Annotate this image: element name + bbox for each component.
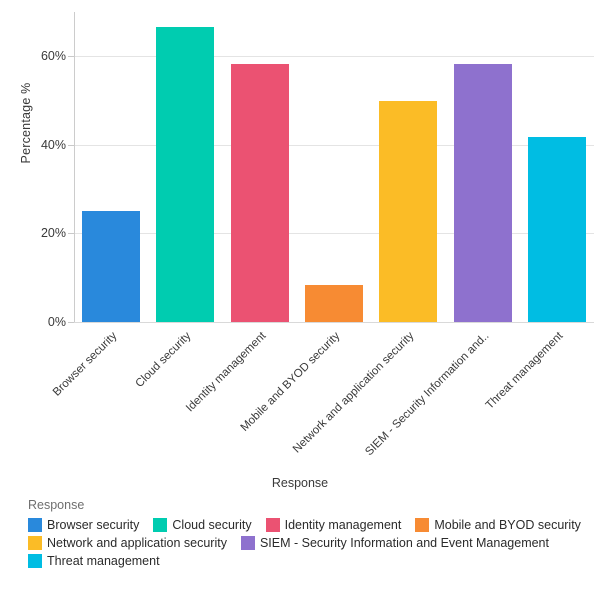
legend-item[interactable]: Browser security [28,518,139,532]
gridline [68,233,594,235]
bar-series [74,0,594,322]
bar-slot [445,0,519,322]
legend-swatch [28,518,42,532]
legend-label: Threat management [47,554,160,568]
bar[interactable] [156,26,215,322]
legend-label: Browser security [47,518,140,532]
gridlines [68,0,594,490]
bar[interactable] [527,137,586,322]
plot-area: Percentage % 0% 20% 40% 60% Browser securit… [19,0,594,490]
x-axis-tick-labels: Browser security Cloud security Identity m… [51,322,594,482]
legend-row: Browser security Cloud security Identity m… [28,518,590,532]
legend-label: Network and application security [47,536,227,550]
legend-title: Response [28,498,85,512]
gridline [68,56,594,58]
bar-slot [148,0,222,322]
bar-slot [297,0,371,322]
bar-slot [520,0,594,322]
legend-swatch [415,518,430,532]
y-tick-mark [68,144,74,146]
x-tick-label: Network and application security [291,330,417,456]
y-tick-label: 40% [40,137,66,152]
legend-row: Threat management [28,554,590,568]
x-tick-label: Identity management [183,330,269,415]
legend-item[interactable]: Network and application security [28,536,227,550]
legend-item[interactable]: Mobile and BYOD security [415,518,581,532]
bar-slot [371,0,445,322]
bar[interactable] [379,100,438,322]
bar-slot [223,0,297,322]
legend-label: SIEM - Security Information and Event Ma… [259,536,549,550]
legend-row: Network and application security SIEM - S… [28,536,590,550]
legend-swatch [28,554,42,568]
y-tick-label: 0% [47,315,66,329]
legend-item[interactable]: Identity management [265,518,402,532]
bar[interactable] [453,63,512,322]
bar-slot [74,0,148,322]
gridline [68,322,594,323]
gridline [68,144,594,146]
y-tick-label: 20% [40,226,66,241]
bar[interactable] [230,63,289,322]
y-tick-mark [68,322,74,323]
x-axis-title: Response [271,476,329,490]
bar[interactable] [82,211,141,322]
y-tick-mark [68,56,74,58]
legend-label: Mobile and BYOD security [434,518,581,532]
legend-item[interactable]: Threat management [28,554,160,568]
y-tick-label: 60% [40,49,66,64]
y-axis-line [74,12,75,322]
x-tick-label: Threat management [483,330,566,412]
legend-item[interactable]: Cloud security [153,518,252,532]
bar[interactable] [305,285,363,322]
legend-swatch [265,518,280,532]
x-tick-label: SIEM - Security Information and.. [362,330,492,459]
y-tick-mark [68,233,74,235]
legend-swatch [28,536,42,550]
legend-item[interactable]: SIEM - Security Information and Event Ma… [240,536,549,550]
y-axis-tick-labels: 0% 20% 40% 60% [24,0,66,490]
x-tick-label: Cloud security [133,330,194,391]
legend-label: Identity management [284,518,402,532]
legend-swatch [240,536,255,550]
legend-swatch [153,518,168,532]
legend: Response Browser security Cloud security I… [28,498,590,568]
legend-label: Cloud security [172,518,252,532]
legend-rows: Browser security Cloud security Identity m… [28,518,590,568]
